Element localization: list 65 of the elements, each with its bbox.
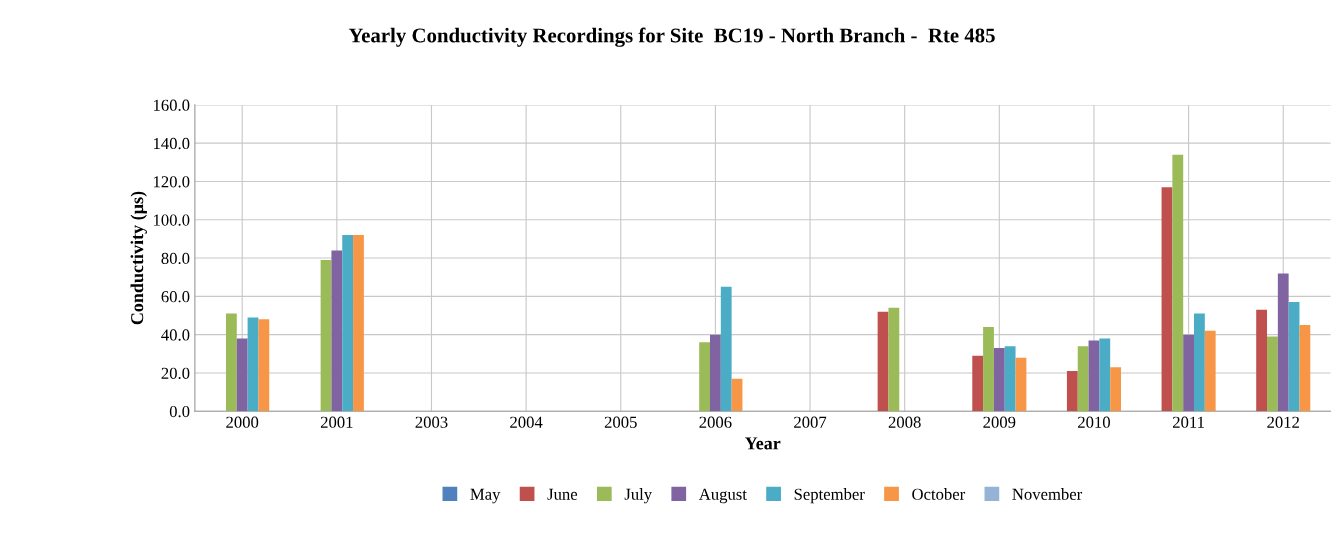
legend-label: June xyxy=(547,488,578,500)
x-tick-label: 2007 xyxy=(794,416,827,428)
bar xyxy=(1004,346,1016,412)
bar xyxy=(877,311,889,412)
bar xyxy=(1288,302,1300,412)
legend-label: July xyxy=(624,488,653,504)
legend-label: May xyxy=(470,488,501,504)
bar xyxy=(1267,336,1278,412)
bar xyxy=(1015,357,1027,412)
chart-title: Yearly Conductivity Recordings for Site BC19 - North Branch - Rte 485 xyxy=(348,27,995,47)
y-tick-label: 60.0 xyxy=(161,291,190,303)
bar xyxy=(225,313,237,412)
y-tick-label: 20.0 xyxy=(161,367,190,379)
x-tick-label: 2008 xyxy=(888,416,921,428)
bar xyxy=(720,286,732,412)
bar xyxy=(247,317,259,412)
legend-label: August xyxy=(698,488,747,504)
x-tick-label: 2003 xyxy=(415,416,448,428)
y-tick-label: 80.0 xyxy=(161,252,190,265)
bar xyxy=(1256,309,1268,412)
x-tick-label: 2005 xyxy=(604,416,637,428)
x-tick-label: 2006 xyxy=(699,416,732,428)
bar xyxy=(1077,346,1089,412)
x-axis-title: Year xyxy=(744,437,781,450)
x-tick-label: 2000 xyxy=(226,416,259,428)
bar xyxy=(731,378,743,412)
bar xyxy=(1204,330,1216,412)
bar xyxy=(1110,367,1121,412)
bar xyxy=(1277,273,1289,412)
y-tick-label: 100.0 xyxy=(153,214,190,226)
bar xyxy=(1066,371,1078,412)
legend-label: September xyxy=(794,488,865,504)
y-tick-label: 0.0 xyxy=(169,405,190,418)
x-tick-label: 2011 xyxy=(1172,416,1204,428)
legend-label: October xyxy=(912,488,966,500)
bar xyxy=(1161,187,1173,412)
y-tick-label: 120.0 xyxy=(153,176,190,188)
x-tick-label: 2010 xyxy=(1078,416,1110,428)
x-tick-label: 2001 xyxy=(320,416,353,428)
bar xyxy=(1172,154,1184,412)
x-tick-label: 2004 xyxy=(510,416,543,428)
bar xyxy=(342,235,354,412)
bar xyxy=(1183,334,1195,412)
y-tick-label: 160.0 xyxy=(153,99,190,111)
bar xyxy=(993,348,1005,412)
bar xyxy=(1299,325,1311,412)
x-tick-label: 2012 xyxy=(1267,416,1299,428)
bar xyxy=(983,326,994,412)
bar xyxy=(699,342,710,412)
bar xyxy=(1088,340,1100,412)
bar xyxy=(1099,338,1111,412)
legend-label: November xyxy=(1012,488,1083,500)
bar xyxy=(320,259,332,412)
bar xyxy=(236,338,248,412)
bar xyxy=(1194,313,1205,412)
bar xyxy=(353,235,364,412)
bar xyxy=(258,319,270,412)
y-tick-label: 40.0 xyxy=(161,329,190,341)
bar xyxy=(709,334,721,412)
bar xyxy=(972,355,984,412)
x-tick-label: 2009 xyxy=(983,416,1016,428)
y-tick-label: 140.0 xyxy=(153,137,190,150)
y-axis-title: Conductivity (µs) xyxy=(130,191,147,325)
bar xyxy=(888,307,900,412)
bar xyxy=(331,250,343,412)
